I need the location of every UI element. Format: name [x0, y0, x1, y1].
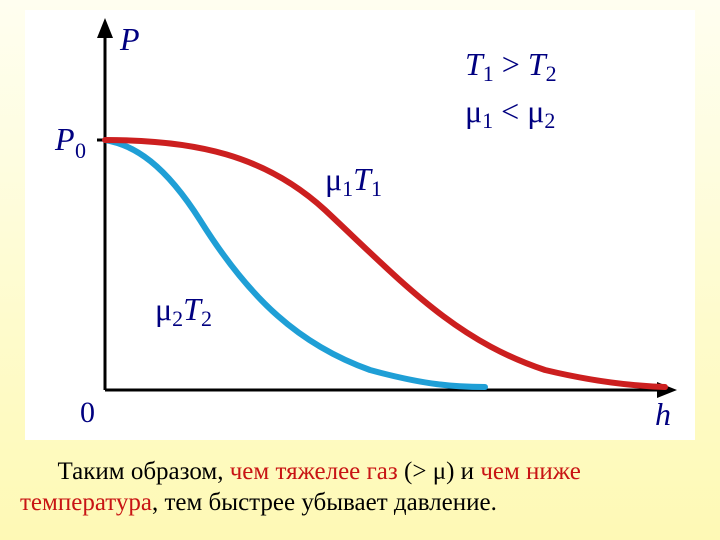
chart-panel: P h 0 P 0 μ1T1 μ2T2 T1 > T2 μ1 < μ2: [25, 10, 695, 440]
curve-blue-label: μ2T2: [155, 291, 212, 331]
caption-part2: (> μ) и: [398, 458, 481, 485]
curve-red-label: μ1T1: [325, 161, 382, 201]
x-axis-label: h: [655, 396, 671, 432]
caption-red1: чем тяжелее газ: [230, 458, 398, 485]
svg-text:P: P: [54, 121, 75, 157]
curve-blue: [105, 140, 485, 387]
y-axis-label: P: [119, 21, 140, 57]
origin-label: 0: [80, 396, 95, 429]
svg-text:μ1T1: μ1T1: [325, 161, 382, 201]
svg-text:μ2T2: μ2T2: [155, 291, 212, 331]
condition-line2: μ1 < μ2: [465, 93, 555, 133]
svg-text:0: 0: [75, 138, 86, 163]
caption: Таким образом, чем тяжелее газ (> μ) и ч…: [20, 456, 700, 519]
chart-svg: P h 0 P 0 μ1T1 μ2T2 T1 > T2 μ1 < μ2: [25, 10, 695, 440]
condition-line1: T1 > T2: [465, 46, 557, 86]
y-axis-arrow: [97, 18, 113, 38]
curve-red: [105, 140, 665, 387]
axes: [97, 18, 677, 398]
caption-part3: , тем быстрее убывает давление.: [152, 489, 497, 516]
conditions: T1 > T2 μ1 < μ2: [465, 46, 557, 133]
caption-part1: Таким образом,: [58, 458, 230, 485]
p0-label: P 0: [54, 121, 86, 163]
